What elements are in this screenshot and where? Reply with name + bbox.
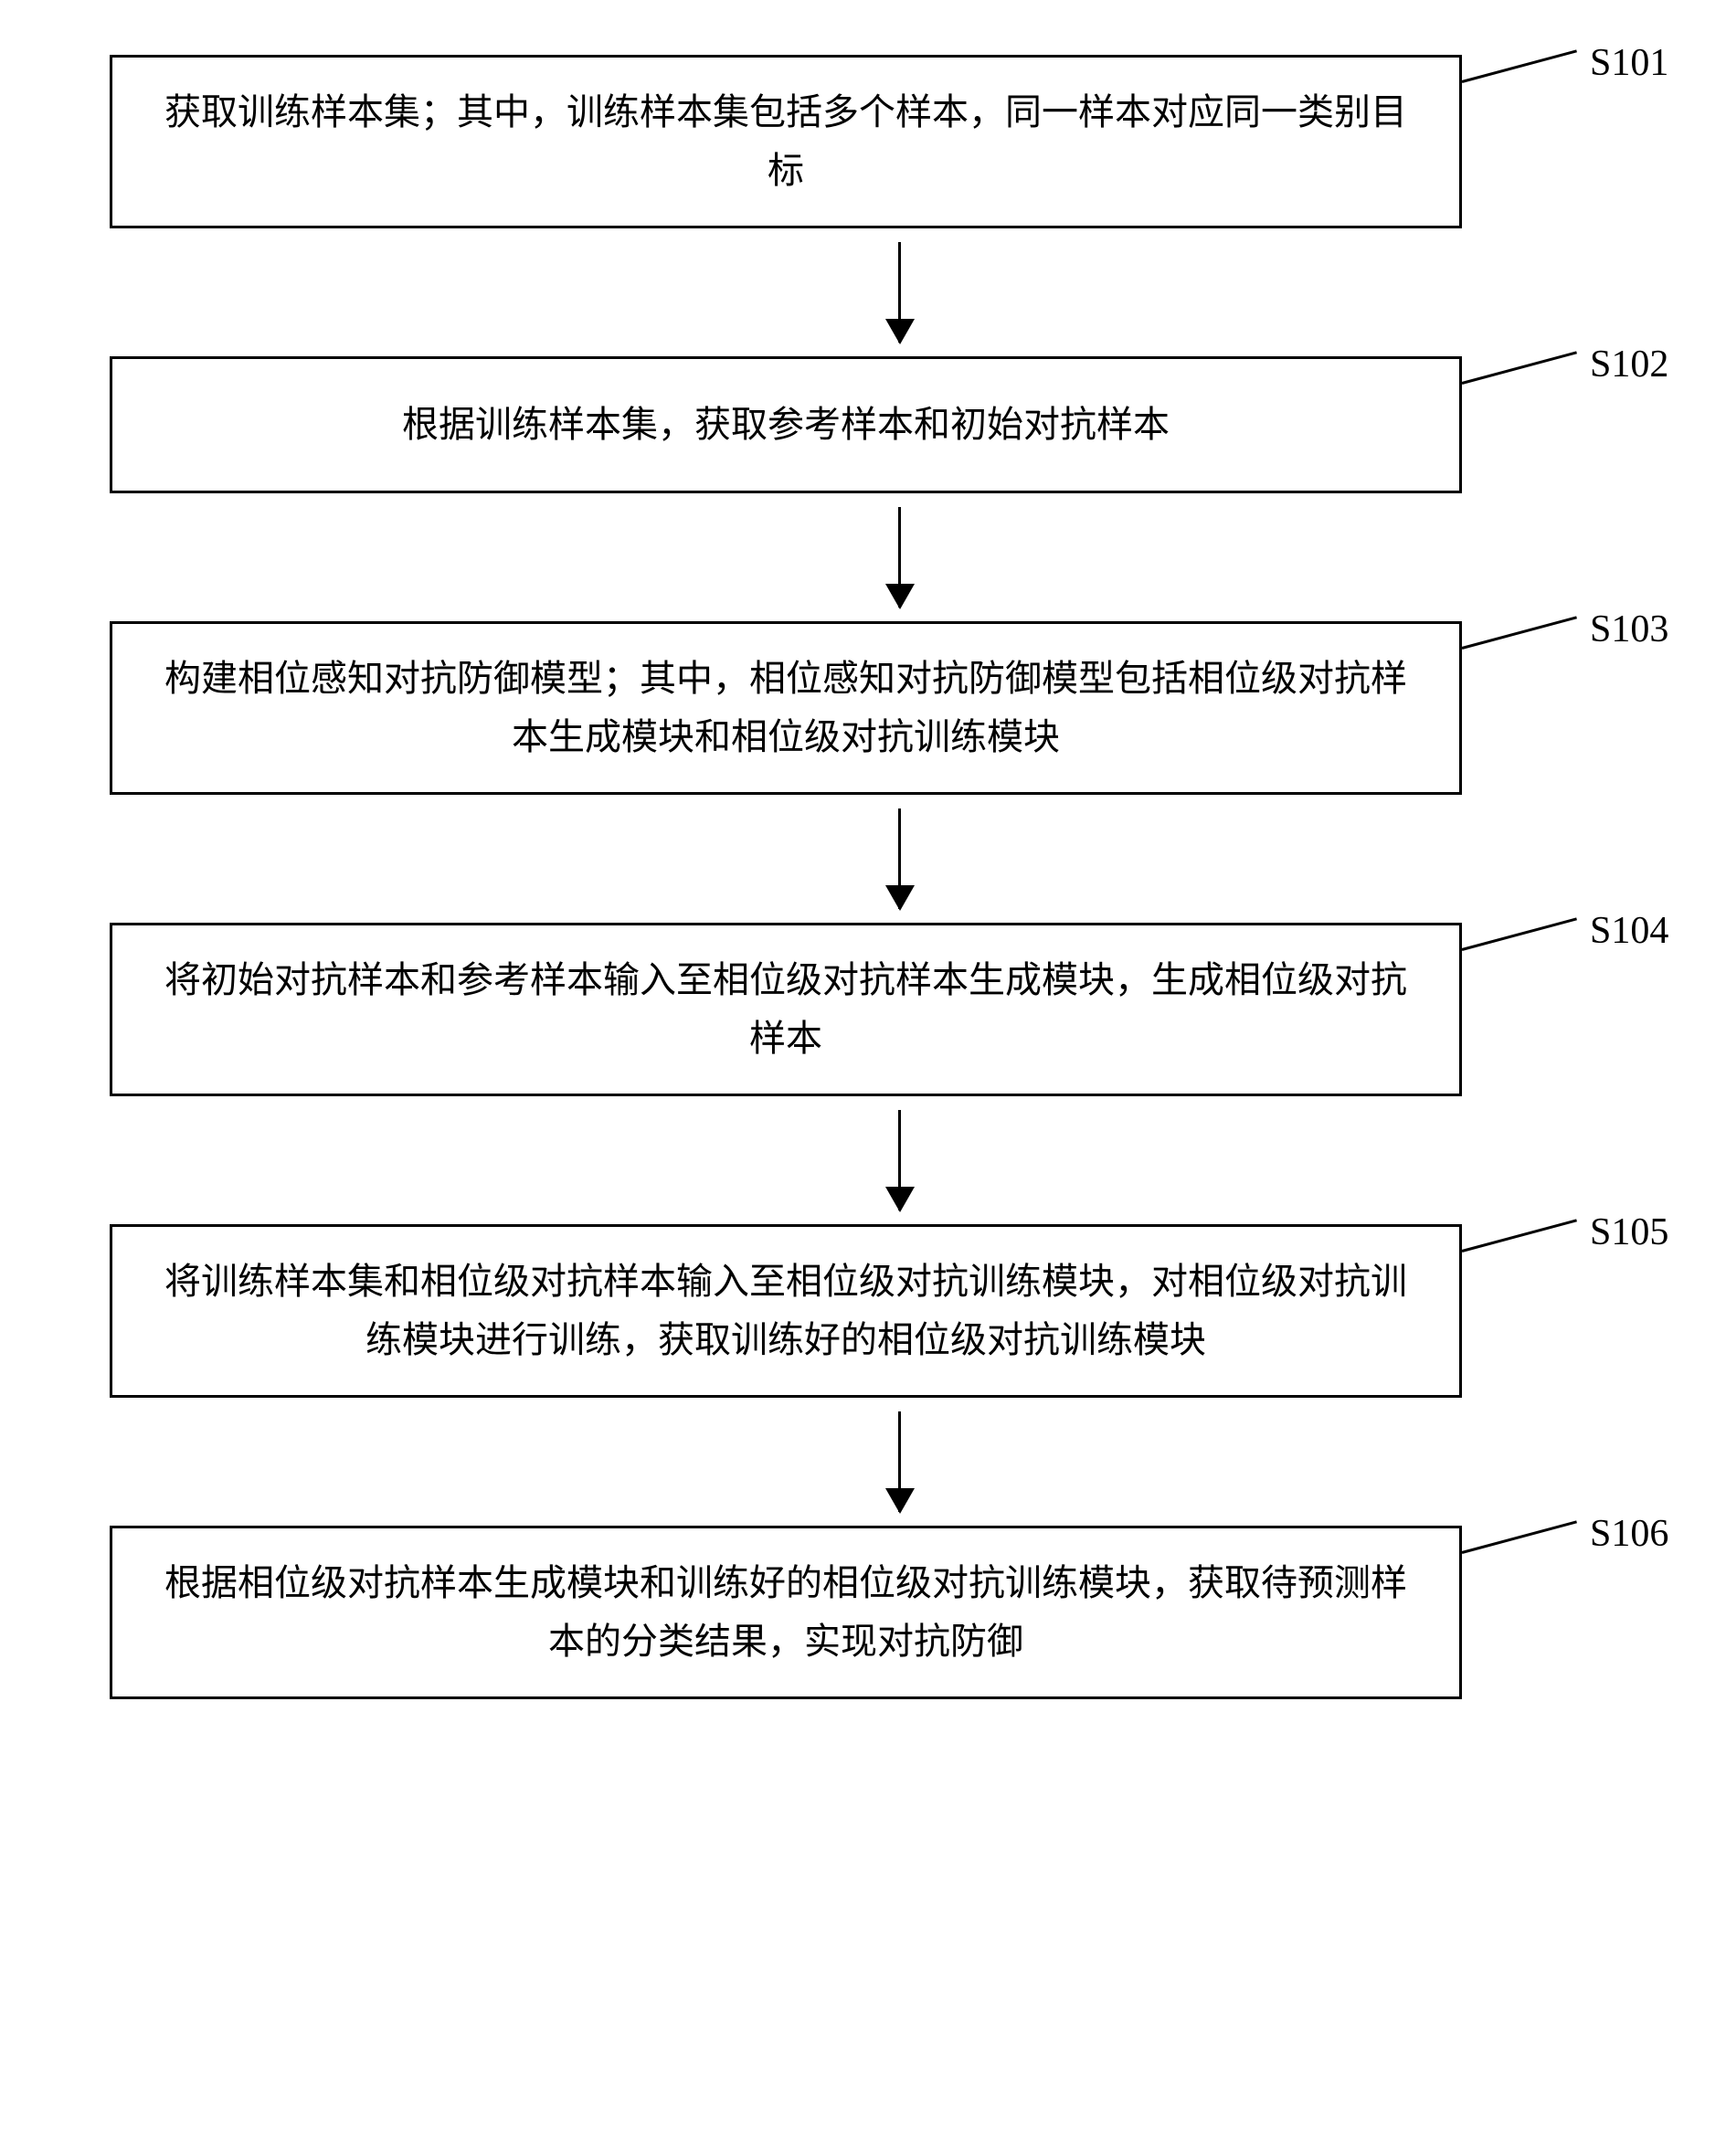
step-text: 根据相位级对抗样本生成模块和训练好的相位级对抗训练模块，获取待预测样本的分类结果… bbox=[149, 1554, 1423, 1671]
step-text: 将初始对抗样本和参考样本输入至相位级对抗样本生成模块，生成相位级对抗样本 bbox=[149, 951, 1423, 1068]
leader-line bbox=[1462, 351, 1577, 385]
arrow-container bbox=[224, 1096, 1576, 1224]
step-text: 构建相位感知对抗防御模型；其中，相位感知对抗防御模型包括相位级对抗样本生成模块和… bbox=[149, 650, 1423, 766]
step-box-s101: 获取训练样本集；其中，训练样本集包括多个样本，同一样本对应同一类别目标 bbox=[110, 55, 1462, 228]
step-label-s105: S105 bbox=[1590, 1210, 1668, 1254]
step-box-s103: 构建相位感知对抗防御模型；其中，相位感知对抗防御模型包括相位级对抗样本生成模块和… bbox=[110, 621, 1462, 795]
step-row-5: 将训练样本集和相位级对抗样本输入至相位级对抗训练模块，对相位级对抗训练模块进行训… bbox=[37, 1224, 1689, 1398]
arrow-container bbox=[224, 795, 1576, 923]
step-label-s102: S102 bbox=[1590, 343, 1668, 386]
arrow-down bbox=[898, 1411, 901, 1512]
leader-line bbox=[1462, 616, 1577, 650]
step-label-s103: S103 bbox=[1590, 608, 1668, 651]
step-label-s101: S101 bbox=[1590, 41, 1668, 85]
leader-line bbox=[1462, 49, 1577, 83]
step-row-4: 将初始对抗样本和参考样本输入至相位级对抗样本生成模块，生成相位级对抗样本 S10… bbox=[37, 923, 1689, 1096]
step-text: 根据训练样本集，获取参考样本和初始对抗样本 bbox=[402, 396, 1170, 454]
arrow-down bbox=[898, 507, 901, 608]
step-label-s104: S104 bbox=[1590, 909, 1668, 953]
arrow-container bbox=[224, 493, 1576, 621]
step-row-2: 根据训练样本集，获取参考样本和初始对抗样本 S102 bbox=[37, 356, 1689, 493]
step-label-container: S101 bbox=[1462, 55, 1668, 85]
step-label-container: S103 bbox=[1462, 621, 1668, 651]
arrow-container bbox=[224, 228, 1576, 356]
flowchart-container: 获取训练样本集；其中，训练样本集包括多个样本，同一样本对应同一类别目标 S101… bbox=[37, 55, 1689, 1699]
step-text: 获取训练样本集；其中，训练样本集包括多个样本，同一样本对应同一类别目标 bbox=[149, 83, 1423, 200]
arrow-down bbox=[898, 242, 901, 343]
step-box-s105: 将训练样本集和相位级对抗样本输入至相位级对抗训练模块，对相位级对抗训练模块进行训… bbox=[110, 1224, 1462, 1398]
step-row-6: 根据相位级对抗样本生成模块和训练好的相位级对抗训练模块，获取待预测样本的分类结果… bbox=[37, 1526, 1689, 1699]
step-row-1: 获取训练样本集；其中，训练样本集包括多个样本，同一样本对应同一类别目标 S101 bbox=[37, 55, 1689, 228]
leader-line bbox=[1462, 917, 1577, 951]
step-label-container: S104 bbox=[1462, 923, 1668, 953]
arrow-container bbox=[224, 1398, 1576, 1526]
leader-line bbox=[1462, 1520, 1577, 1554]
step-box-s104: 将初始对抗样本和参考样本输入至相位级对抗样本生成模块，生成相位级对抗样本 bbox=[110, 923, 1462, 1096]
step-label-container: S105 bbox=[1462, 1224, 1668, 1254]
step-box-s102: 根据训练样本集，获取参考样本和初始对抗样本 bbox=[110, 356, 1462, 493]
arrow-down bbox=[898, 808, 901, 909]
step-label-s106: S106 bbox=[1590, 1512, 1668, 1556]
arrow-down bbox=[898, 1110, 901, 1210]
step-label-container: S106 bbox=[1462, 1526, 1668, 1556]
step-box-s106: 根据相位级对抗样本生成模块和训练好的相位级对抗训练模块，获取待预测样本的分类结果… bbox=[110, 1526, 1462, 1699]
step-label-container: S102 bbox=[1462, 356, 1668, 386]
step-text: 将训练样本集和相位级对抗样本输入至相位级对抗训练模块，对相位级对抗训练模块进行训… bbox=[149, 1252, 1423, 1369]
leader-line bbox=[1462, 1219, 1577, 1252]
step-row-3: 构建相位感知对抗防御模型；其中，相位感知对抗防御模型包括相位级对抗样本生成模块和… bbox=[37, 621, 1689, 795]
